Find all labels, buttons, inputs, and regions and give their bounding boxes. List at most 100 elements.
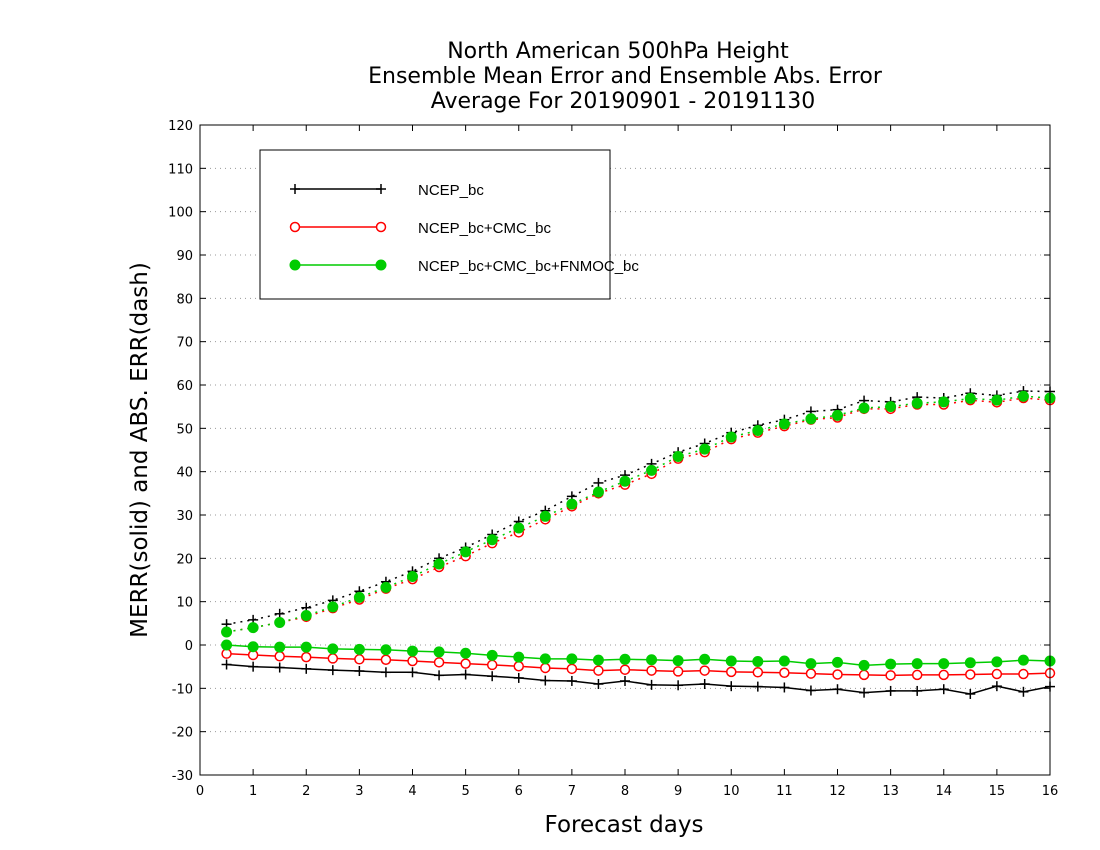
data-point: [672, 451, 684, 462]
data-point: [274, 651, 285, 662]
x-tick-label: 6: [515, 784, 523, 799]
data-point: [274, 662, 285, 673]
data-point: [433, 646, 445, 658]
data-point: [407, 571, 418, 583]
data-point: [752, 667, 764, 678]
data-point: [1018, 686, 1029, 697]
data-point: [513, 672, 524, 683]
legend-label: NCEP_bc+CMC_bc: [418, 220, 551, 237]
data-point: [353, 643, 365, 655]
data-point: [353, 591, 365, 603]
data-point: [380, 581, 392, 593]
y-tick-label: 10: [176, 596, 193, 611]
x-tick-label: 8: [621, 784, 629, 799]
data-point: [805, 413, 817, 425]
merr-line: [226, 652, 1051, 677]
y-tick-label: 20: [176, 552, 193, 567]
data-point: [460, 658, 471, 669]
y-tick-label: 30: [176, 509, 193, 524]
data-point: [300, 641, 312, 653]
data-point: [1017, 654, 1029, 666]
data-point: [460, 669, 471, 680]
data-point: [646, 665, 657, 676]
data-point: [539, 510, 551, 522]
x-tick-label: 15: [989, 784, 1006, 799]
x-tick-label: 10: [723, 784, 740, 799]
x-tick-label: 12: [829, 784, 846, 799]
data-point: [699, 653, 711, 665]
data-point: [248, 661, 259, 672]
data-point: [247, 641, 259, 653]
data-point: [592, 654, 604, 666]
chart-title-line-1: North American 500hPa Height: [447, 39, 789, 64]
series-1: [221, 392, 1056, 681]
legend-item: NCEP_bc+CMC_bc+FNMOC_bc: [289, 258, 639, 275]
data-point: [964, 392, 976, 404]
data-point: [375, 259, 387, 271]
data-point: [376, 184, 386, 194]
y-tick-label: 40: [176, 466, 193, 481]
data-point: [991, 656, 1003, 668]
data-point: [912, 685, 923, 696]
data-point: [858, 659, 870, 671]
x-axis-label: Forecast days: [545, 812, 704, 838]
x-tick-label: 5: [461, 784, 469, 799]
y-tick-label: 110: [168, 162, 193, 177]
legend-label: NCEP_bc: [418, 182, 484, 199]
data-point: [858, 402, 870, 414]
data-point: [832, 409, 843, 421]
data-point: [486, 649, 498, 661]
data-point: [486, 534, 498, 546]
data-point: [699, 443, 711, 455]
data-point: [407, 667, 418, 678]
y-tick-label: 90: [176, 249, 193, 264]
x-tick-label: 16: [1042, 784, 1059, 799]
data-point: [832, 656, 843, 668]
data-point: [354, 654, 365, 665]
data-point: [619, 664, 631, 675]
data-point: [965, 688, 976, 699]
data-point: [487, 671, 498, 682]
data-point: [779, 667, 790, 678]
data-point: [433, 657, 445, 668]
data-point: [566, 675, 577, 686]
data-point: [221, 648, 232, 659]
data-point: [938, 669, 949, 681]
data-point: [301, 663, 312, 674]
series-0: [221, 386, 1055, 699]
y-tick-label: 80: [176, 292, 193, 307]
chart-title-line-3: Average For 20190901 - 20191130: [431, 89, 816, 114]
x-tick-label: 11: [776, 784, 793, 799]
data-point: [991, 681, 1002, 692]
data-point: [805, 658, 817, 670]
data-point: [380, 667, 391, 678]
data-point: [433, 558, 445, 570]
data-point: [965, 669, 976, 680]
chart-title-line-2: Ensemble Mean Error and Ensemble Abs. Er…: [368, 64, 883, 89]
y-tick-label: -10: [172, 682, 193, 697]
data-point: [859, 687, 870, 698]
data-point: [699, 665, 710, 676]
y-tick-label: 0: [185, 639, 193, 654]
data-point: [646, 679, 657, 690]
data-point: [646, 654, 658, 666]
data-point: [460, 647, 472, 659]
data-point: [354, 666, 365, 676]
y-tick-label: 100: [168, 206, 193, 221]
data-point: [592, 486, 604, 498]
y-tick-label: 120: [168, 119, 193, 134]
data-point: [327, 601, 339, 613]
data-point: [593, 679, 604, 689]
data-point: [289, 221, 301, 233]
x-tick-label: 1: [249, 784, 257, 799]
data-point: [539, 653, 551, 665]
abs-err-line: [226, 390, 1051, 625]
data-point: [805, 685, 816, 696]
data-point: [221, 639, 233, 651]
data-point: [938, 684, 949, 695]
data-point: [885, 658, 897, 670]
data-point: [274, 616, 286, 628]
x-tick-label: 9: [674, 784, 682, 799]
data-point: [460, 546, 472, 558]
